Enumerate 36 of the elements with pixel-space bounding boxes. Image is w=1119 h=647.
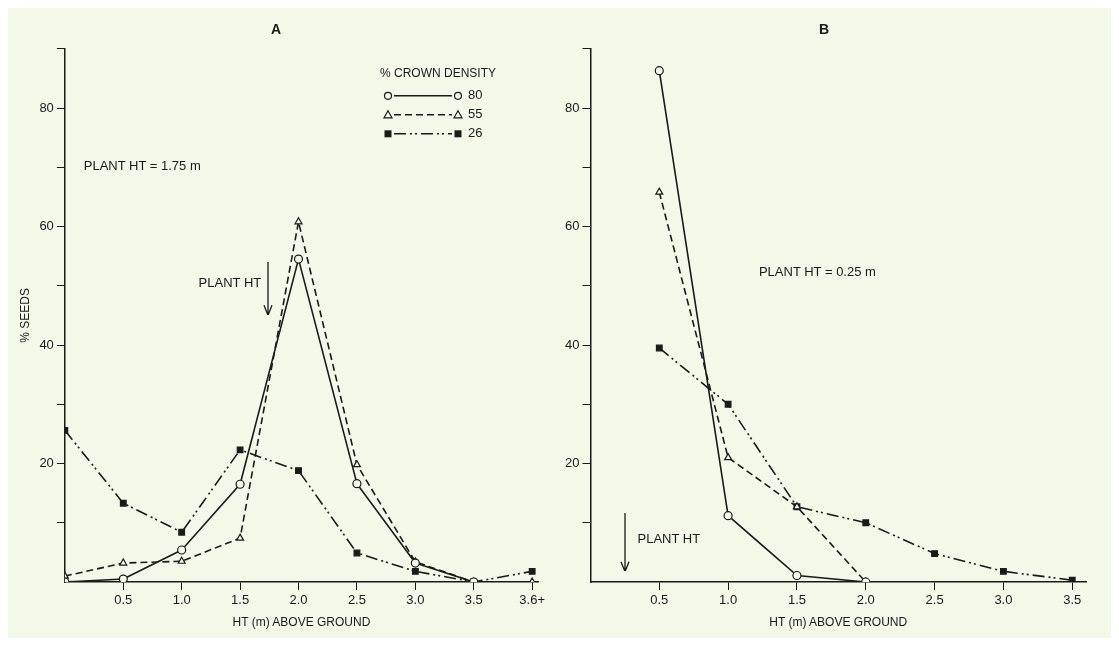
legend-title: % CROWN DENSITY (380, 66, 497, 81)
y-tick-label: 20 (564, 455, 580, 471)
annotation: PLANT HT = 1.75 m (83, 157, 201, 173)
y-tick-label: 60 (564, 218, 580, 234)
legend-label: 80 (468, 87, 483, 103)
y-tick-label: 40 (564, 336, 580, 352)
x-tick-label: 3.0 (994, 592, 1013, 608)
y-tick-label: 60 (39, 218, 54, 234)
y-tick-label: 20 (39, 455, 54, 471)
chart-title: A (270, 21, 282, 38)
x-tick-label: 1.0 (719, 592, 738, 608)
x-tick-label: 3.6+ (519, 592, 545, 608)
x-tick-label: 2.0 (856, 592, 875, 608)
annotation: PLANT HT (637, 530, 701, 546)
x-axis-title: HT (m) ABOVE GROUND (232, 615, 371, 630)
x-tick-label: 1.5 (231, 592, 250, 608)
x-tick-label: 3.0 (406, 592, 425, 608)
x-tick-label: 3.5 (1063, 592, 1082, 608)
y-tick-label: 40 (39, 336, 54, 352)
y-tick-label: 80 (39, 99, 54, 115)
x-tick-label: 2.5 (925, 592, 944, 608)
x-tick-label: 0.5 (650, 592, 669, 608)
x-tick-label: 1.5 (787, 592, 806, 608)
x-tick-label: 2.0 (289, 592, 308, 608)
legend-label: 26 (468, 125, 483, 141)
chart-title: B (818, 21, 830, 38)
annotation: PLANT HT = 0.25 m (758, 264, 876, 280)
x-tick-label: 2.5 (347, 592, 366, 608)
x-tick-label: 0.5 (114, 592, 133, 608)
x-tick-label: 3.5 (464, 592, 483, 608)
x-axis-title: HT (m) ABOVE GROUND (769, 615, 908, 630)
x-tick-label: 1.0 (172, 592, 191, 608)
legend-label: 55 (468, 106, 483, 122)
y-tick-label: 80 (564, 99, 580, 115)
annotation: PLANT HT (198, 274, 262, 290)
y-axis-title: % SEEDS (17, 288, 32, 343)
